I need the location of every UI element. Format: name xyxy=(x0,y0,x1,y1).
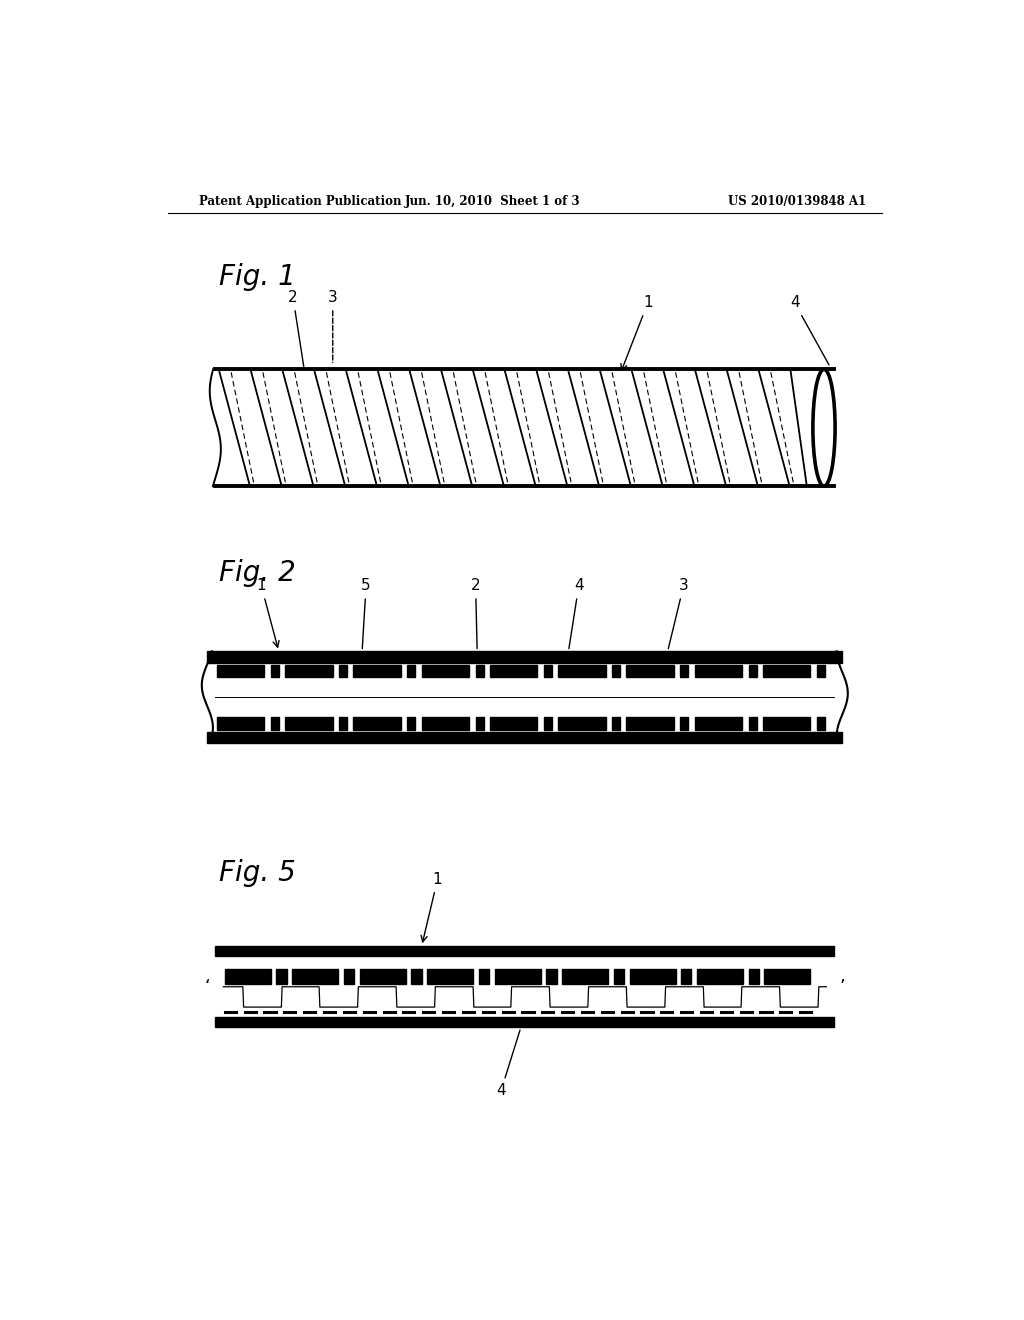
Bar xyxy=(276,969,287,983)
Bar xyxy=(763,664,811,677)
Text: Patent Application Publication: Patent Application Publication xyxy=(200,195,402,209)
Bar xyxy=(408,664,416,677)
Bar xyxy=(817,664,824,677)
Text: 1: 1 xyxy=(621,296,652,371)
Bar xyxy=(215,1018,835,1027)
Bar xyxy=(353,664,401,677)
Bar xyxy=(292,969,338,983)
Bar xyxy=(558,718,606,730)
Bar xyxy=(427,969,473,983)
Bar xyxy=(353,718,401,730)
Bar xyxy=(225,969,270,983)
Bar xyxy=(475,718,483,730)
Bar xyxy=(339,718,347,730)
Bar xyxy=(612,718,621,730)
Bar xyxy=(408,718,416,730)
Bar xyxy=(215,946,835,956)
Bar xyxy=(285,718,333,730)
Text: Fig. 1: Fig. 1 xyxy=(219,263,296,290)
Text: 1: 1 xyxy=(421,873,442,942)
Bar xyxy=(630,969,676,983)
Bar xyxy=(544,718,552,730)
Text: 2: 2 xyxy=(289,290,304,367)
Bar xyxy=(694,718,742,730)
Bar xyxy=(285,664,333,677)
Text: 1: 1 xyxy=(257,578,280,647)
Bar xyxy=(680,718,688,730)
Bar xyxy=(546,969,557,983)
Bar xyxy=(422,664,469,677)
Bar xyxy=(207,731,843,743)
Text: ‘: ‘ xyxy=(205,978,211,995)
Bar xyxy=(612,664,621,677)
Bar xyxy=(681,969,691,983)
Bar xyxy=(359,969,406,983)
Bar xyxy=(627,664,674,677)
Bar xyxy=(270,718,279,730)
Text: 4: 4 xyxy=(497,1030,520,1098)
Bar xyxy=(613,969,624,983)
Bar xyxy=(763,718,811,730)
Bar xyxy=(680,664,688,677)
Text: US 2010/0139848 A1: US 2010/0139848 A1 xyxy=(728,195,866,209)
Bar xyxy=(479,969,489,983)
Text: ’: ’ xyxy=(839,978,845,995)
Bar xyxy=(817,718,824,730)
Bar xyxy=(544,664,552,677)
Text: 5: 5 xyxy=(361,578,371,648)
Bar xyxy=(694,664,742,677)
Text: 3: 3 xyxy=(669,578,688,648)
Bar xyxy=(217,664,264,677)
Bar xyxy=(270,664,279,677)
Text: Jun. 10, 2010  Sheet 1 of 3: Jun. 10, 2010 Sheet 1 of 3 xyxy=(406,195,581,209)
Bar xyxy=(749,664,757,677)
Text: 2: 2 xyxy=(471,578,480,648)
Bar xyxy=(562,969,608,983)
Bar xyxy=(749,718,757,730)
Bar xyxy=(489,664,538,677)
Bar xyxy=(412,969,422,983)
Bar xyxy=(697,969,743,983)
Bar xyxy=(217,718,264,730)
Text: 4: 4 xyxy=(790,296,829,364)
Text: 4: 4 xyxy=(569,578,584,648)
Bar xyxy=(765,969,811,983)
Bar xyxy=(207,651,843,663)
Text: Fig. 5: Fig. 5 xyxy=(219,859,296,887)
Bar xyxy=(558,664,606,677)
Bar xyxy=(422,718,469,730)
Bar xyxy=(339,664,347,677)
Bar xyxy=(344,969,354,983)
Text: Fig. 2: Fig. 2 xyxy=(219,560,296,587)
Bar xyxy=(627,718,674,730)
Bar xyxy=(489,718,538,730)
Bar xyxy=(475,664,483,677)
Bar xyxy=(749,969,759,983)
Bar xyxy=(495,969,541,983)
Text: 3: 3 xyxy=(328,290,338,363)
